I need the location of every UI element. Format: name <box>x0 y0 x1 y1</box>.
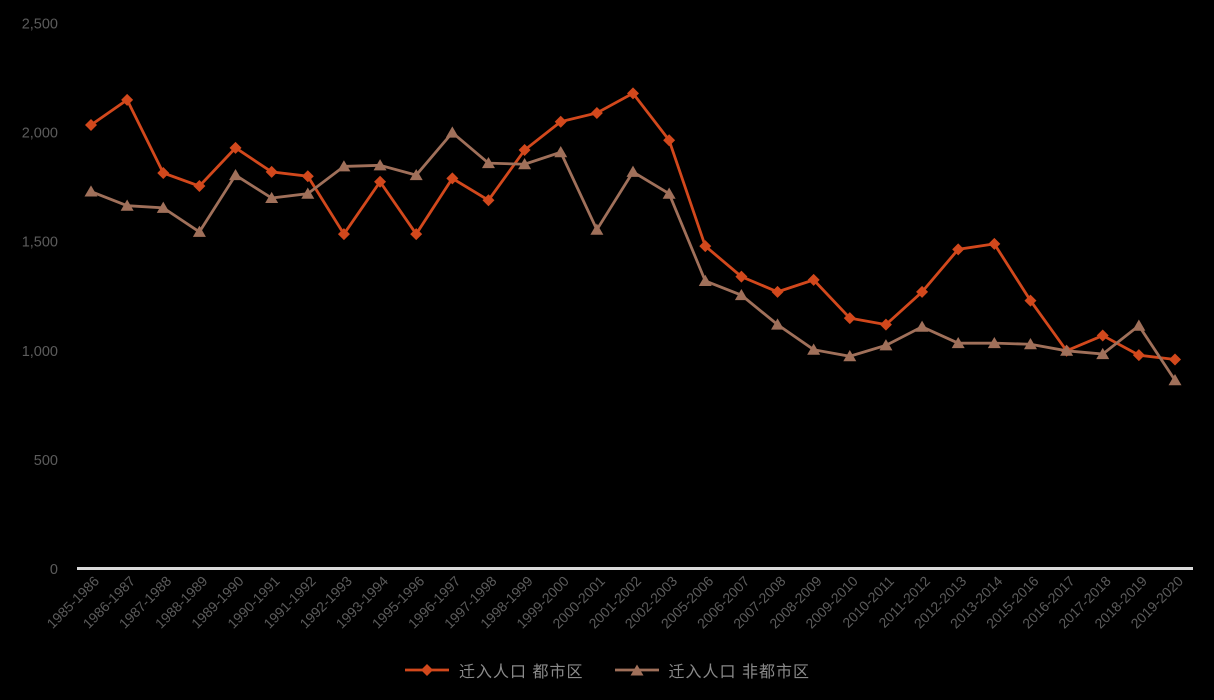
metro-point <box>590 106 603 119</box>
nonmetro-point <box>120 199 134 211</box>
metro-point <box>771 285 784 298</box>
metro-legend-swatch <box>405 664 450 676</box>
nonmetro-point <box>951 336 965 349</box>
metro-point <box>879 318 892 331</box>
y-tick-label: 0 <box>50 562 58 578</box>
metro-point <box>1096 329 1109 342</box>
nonmetro-point <box>1168 374 1182 386</box>
nonmetro-point <box>1096 347 1110 360</box>
metro-point <box>807 273 820 286</box>
nonmetro-point <box>481 156 495 169</box>
nonmetro-point <box>192 225 206 237</box>
metro-point <box>735 270 748 283</box>
metro-point <box>337 228 350 241</box>
metro-point <box>627 87 639 100</box>
metro-point <box>554 115 567 128</box>
metro-point <box>1132 349 1145 362</box>
metro-point <box>843 312 856 325</box>
legend-label: 迁入人口 非都市区 <box>668 664 810 681</box>
triangle-marker-icon <box>630 664 643 676</box>
metro-point <box>301 170 314 183</box>
nonmetro-point <box>590 223 604 235</box>
nonmetro-point <box>626 165 640 177</box>
nonmetro-point <box>771 318 785 330</box>
metro-point <box>374 175 387 188</box>
nonmetro-point <box>301 187 315 199</box>
nonmetro-point <box>265 191 279 204</box>
metro-point <box>121 93 134 106</box>
nonmetro-point <box>445 126 459 138</box>
metro-point <box>482 194 495 207</box>
nonmetro-point <box>337 160 351 172</box>
metro-point <box>663 134 676 147</box>
metro-point <box>193 180 206 193</box>
nonmetro-point <box>229 168 243 181</box>
nonmetro-point <box>156 201 170 213</box>
nonmetro-point <box>879 339 893 351</box>
legend-label: 迁入人口 都市区 <box>459 664 584 681</box>
metro-point <box>988 237 1001 250</box>
nonmetro-point <box>373 159 387 171</box>
y-tick-label: 2,500 <box>22 17 58 33</box>
nonmetro-point <box>698 274 712 286</box>
nonmetro-point <box>662 187 676 199</box>
nonmetro-point <box>807 343 821 355</box>
metro-point <box>446 172 459 185</box>
metro-line <box>90 91 1176 361</box>
nonmetro-point <box>987 336 1001 349</box>
metro-point <box>952 243 965 256</box>
legend-item-metro: 迁入人口 都市区 <box>404 658 583 682</box>
nonmetro-point <box>554 146 568 158</box>
metro-point <box>1024 294 1037 307</box>
y-tick-label: 500 <box>34 453 58 469</box>
metro-point <box>85 118 97 131</box>
nonmetro-legend-swatch <box>614 664 659 676</box>
nonmetro-point <box>1023 338 1037 350</box>
nonmetro-point <box>915 320 929 332</box>
diamond-marker-icon <box>421 664 434 676</box>
metro-point <box>229 141 242 154</box>
nonmetro-point <box>734 288 748 301</box>
metro-point <box>1169 353 1181 366</box>
chart-legend: 迁入人口 都市区 迁入人口 非都市区 <box>0 657 1214 683</box>
nonmetro-point <box>1060 344 1074 356</box>
metro-point <box>265 165 278 178</box>
nonmetro-point <box>518 158 532 170</box>
y-tick-label: 2,000 <box>22 126 58 142</box>
nonmetro-point <box>1132 319 1146 331</box>
y-tick-label: 1,500 <box>22 235 58 251</box>
metro-point <box>518 144 531 157</box>
legend-item-nonmetro: 迁入人口 非都市区 <box>614 658 810 682</box>
metro-point <box>916 285 929 298</box>
nonmetro-point <box>409 168 423 181</box>
y-tick-label: 1,000 <box>22 344 58 360</box>
metro-point <box>699 240 712 253</box>
nonmetro-point <box>843 350 857 362</box>
nonmetro-point <box>84 185 98 197</box>
metro-point <box>157 166 170 179</box>
metro-point <box>410 228 423 241</box>
